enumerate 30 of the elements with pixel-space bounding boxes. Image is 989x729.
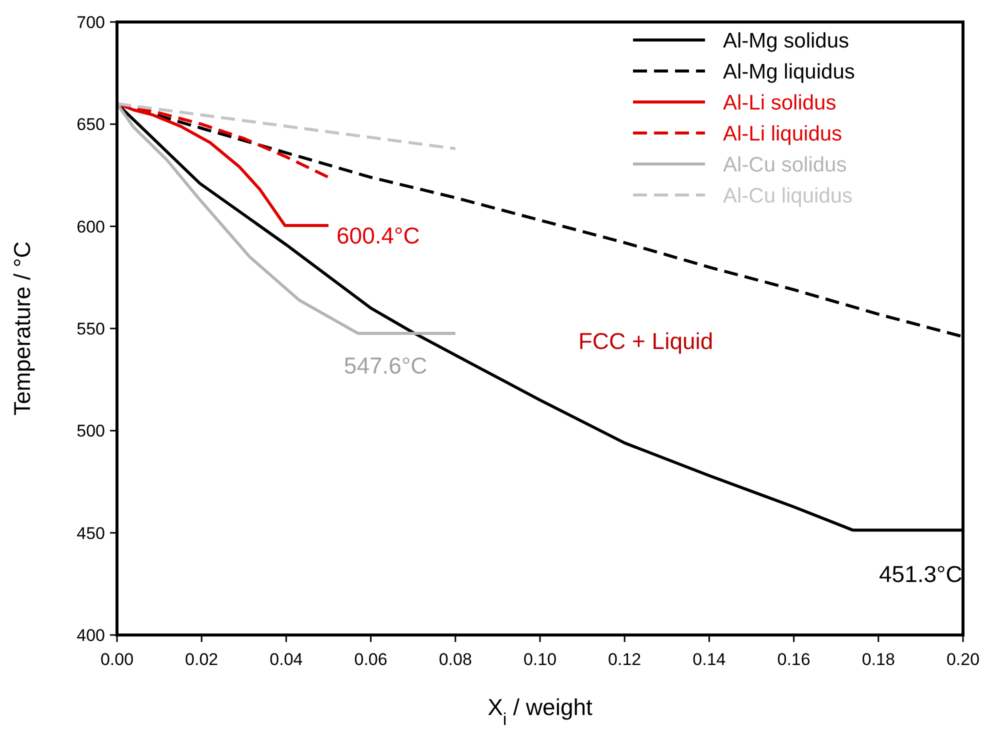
annotation: 451.3°C	[879, 561, 962, 588]
y-tick-label: 700	[76, 12, 105, 32]
legend-label: Al-Cu solidus	[723, 153, 847, 176]
x-tick-label: 0.04	[270, 650, 303, 669]
x-tick-label: 0.12	[608, 650, 642, 669]
annotation: 547.6°C	[344, 352, 428, 378]
legend-label: Al-Mg solidus	[723, 29, 850, 52]
y-tick-label: 600	[76, 217, 105, 236]
x-tick-label: 0.10	[523, 650, 557, 669]
y-axis-title: Temperature / °C	[9, 241, 35, 416]
annotation: 600.4°C	[336, 222, 420, 249]
y-tick-label: 450	[76, 524, 105, 543]
x-tick-label: 0.00	[100, 650, 134, 669]
x-tick-label: 0.18	[862, 650, 895, 669]
legend-label: Al-Li solidus	[723, 91, 836, 114]
y-tick-label: 500	[76, 422, 105, 441]
legend-label: Al-Li liquidus	[723, 122, 842, 146]
annotation: FCC + Liquid	[578, 328, 714, 354]
x-tick-label: 0.20	[946, 650, 980, 669]
x-tick-label: 0.08	[438, 650, 472, 669]
legend-label: Al-Mg liquidus	[723, 60, 855, 84]
x-tick-label: 0.14	[692, 650, 726, 669]
y-tick-label: 400	[76, 626, 105, 645]
x-tick-label: 0.16	[777, 650, 810, 669]
x-axis-title: X$_{i}$ / weight	[488, 694, 594, 729]
y-tick-label: 550	[76, 319, 105, 338]
y-tick-label: 650	[76, 115, 105, 134]
x-tick-label: 0.06	[354, 650, 388, 669]
x-tick-label: 0.02	[185, 650, 218, 669]
legend-label: Al-Cu liquidus	[723, 184, 853, 208]
